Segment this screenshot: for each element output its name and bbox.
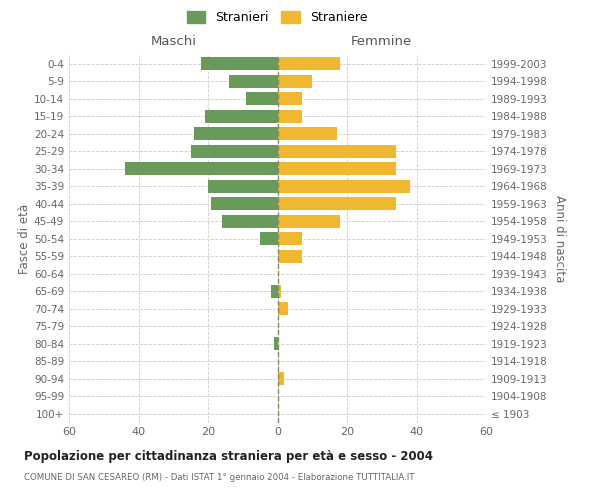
Bar: [201, 57, 277, 70]
Bar: [277, 372, 284, 386]
Bar: [246, 92, 277, 106]
Bar: [229, 74, 277, 88]
Text: Popolazione per cittadinanza straniera per età e sesso - 2004: Popolazione per cittadinanza straniera p…: [24, 450, 433, 463]
Bar: [277, 144, 395, 158]
Y-axis label: Fasce di età: Fasce di età: [18, 204, 31, 274]
Bar: [277, 74, 312, 88]
Bar: [277, 232, 302, 245]
Legend: Stranieri, Straniere: Stranieri, Straniere: [184, 8, 370, 26]
Bar: [277, 162, 395, 175]
Bar: [277, 250, 302, 263]
Bar: [277, 57, 340, 70]
Bar: [211, 197, 277, 210]
Bar: [277, 92, 302, 106]
Bar: [260, 232, 277, 245]
Text: Femmine: Femmine: [351, 35, 412, 48]
Bar: [208, 180, 277, 193]
Text: COMUNE DI SAN CESAREO (RM) - Dati ISTAT 1° gennaio 2004 - Elaborazione TUTTITALI: COMUNE DI SAN CESAREO (RM) - Dati ISTAT …: [24, 472, 415, 482]
Bar: [205, 110, 277, 123]
Bar: [191, 144, 277, 158]
Bar: [277, 180, 410, 193]
Bar: [277, 127, 337, 140]
Bar: [194, 127, 277, 140]
Bar: [277, 214, 340, 228]
Bar: [274, 337, 277, 350]
Bar: [277, 284, 281, 298]
Bar: [277, 197, 395, 210]
Bar: [271, 284, 277, 298]
Bar: [277, 110, 302, 123]
Bar: [125, 162, 277, 175]
Text: Maschi: Maschi: [150, 35, 196, 48]
Y-axis label: Anni di nascita: Anni di nascita: [553, 195, 566, 282]
Bar: [222, 214, 277, 228]
Bar: [277, 302, 288, 316]
